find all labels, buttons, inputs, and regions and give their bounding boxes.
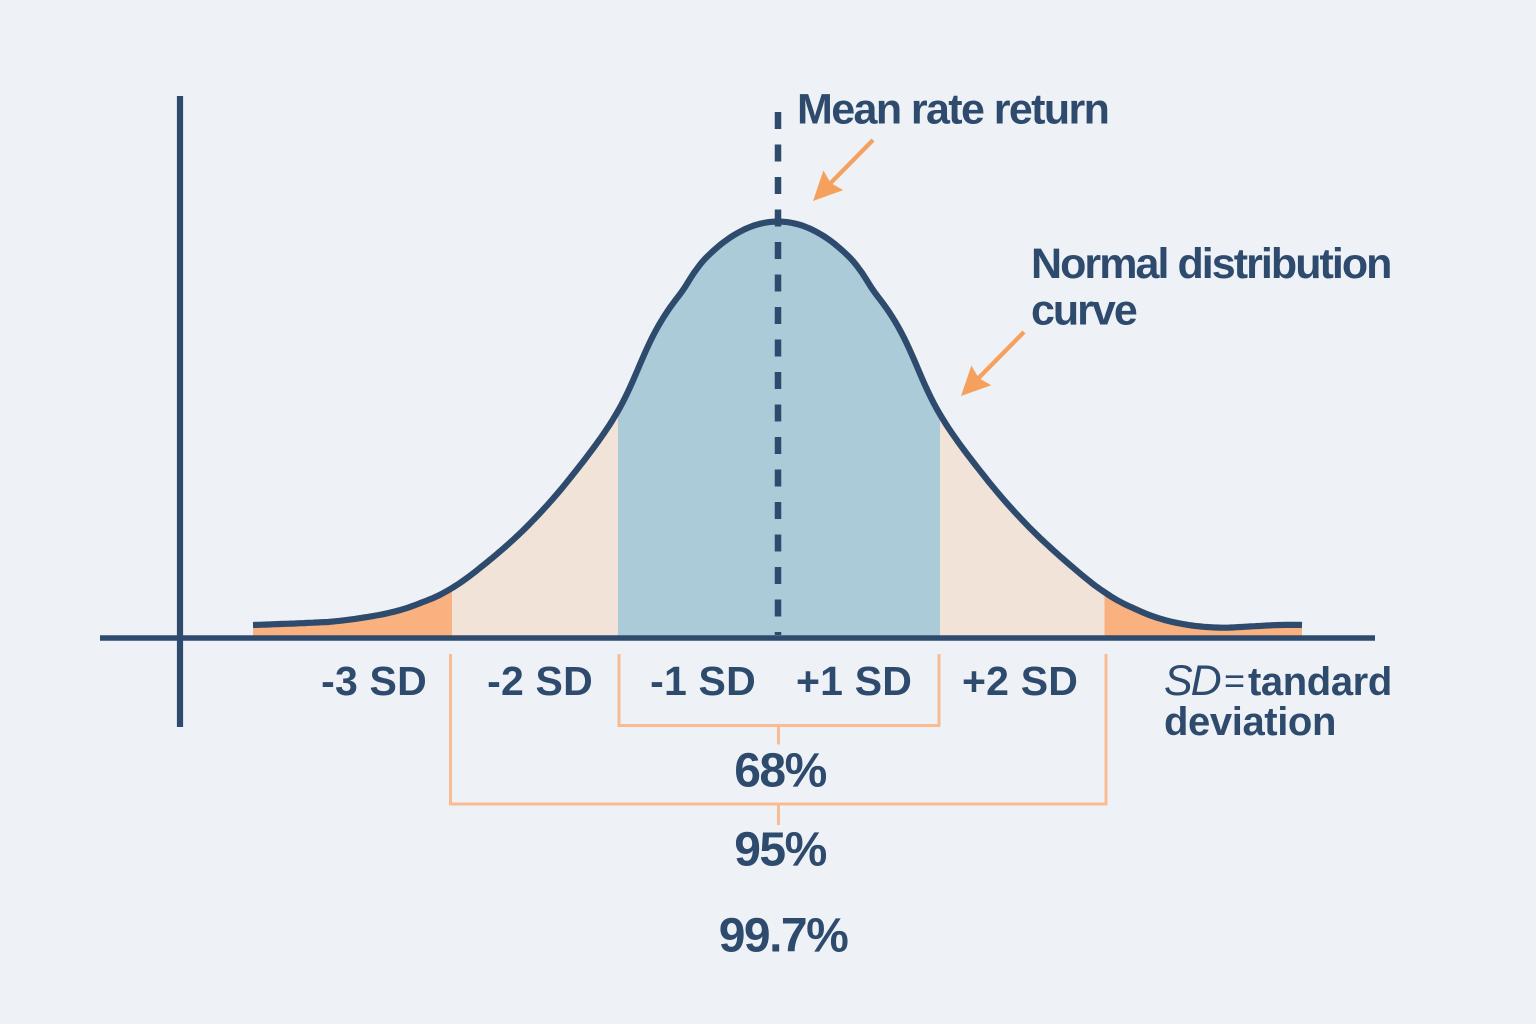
svg-text:68%: 68% [734,745,826,798]
svg-text:=: = [1224,660,1245,701]
svg-text:+1 SD: +1 SD [796,658,912,704]
svg-text:-2 SD: -2 SD [487,658,593,704]
svg-text:tandard: tandard [1248,660,1392,704]
svg-text:deviation: deviation [1164,700,1336,744]
svg-text:Normal distribution: Normal distribution [1031,240,1391,288]
svg-text:-1 SD: -1 SD [650,658,756,704]
svg-text:95%: 95% [734,823,826,876]
svg-text:99.7%: 99.7% [719,910,848,963]
svg-text:SD: SD [1164,657,1221,705]
svg-text:Mean rate return: Mean rate return [797,85,1108,133]
svg-text:+2 SD: +2 SD [962,658,1078,704]
svg-text:curve: curve [1031,287,1137,335]
svg-text:-3 SD: -3 SD [321,658,427,704]
